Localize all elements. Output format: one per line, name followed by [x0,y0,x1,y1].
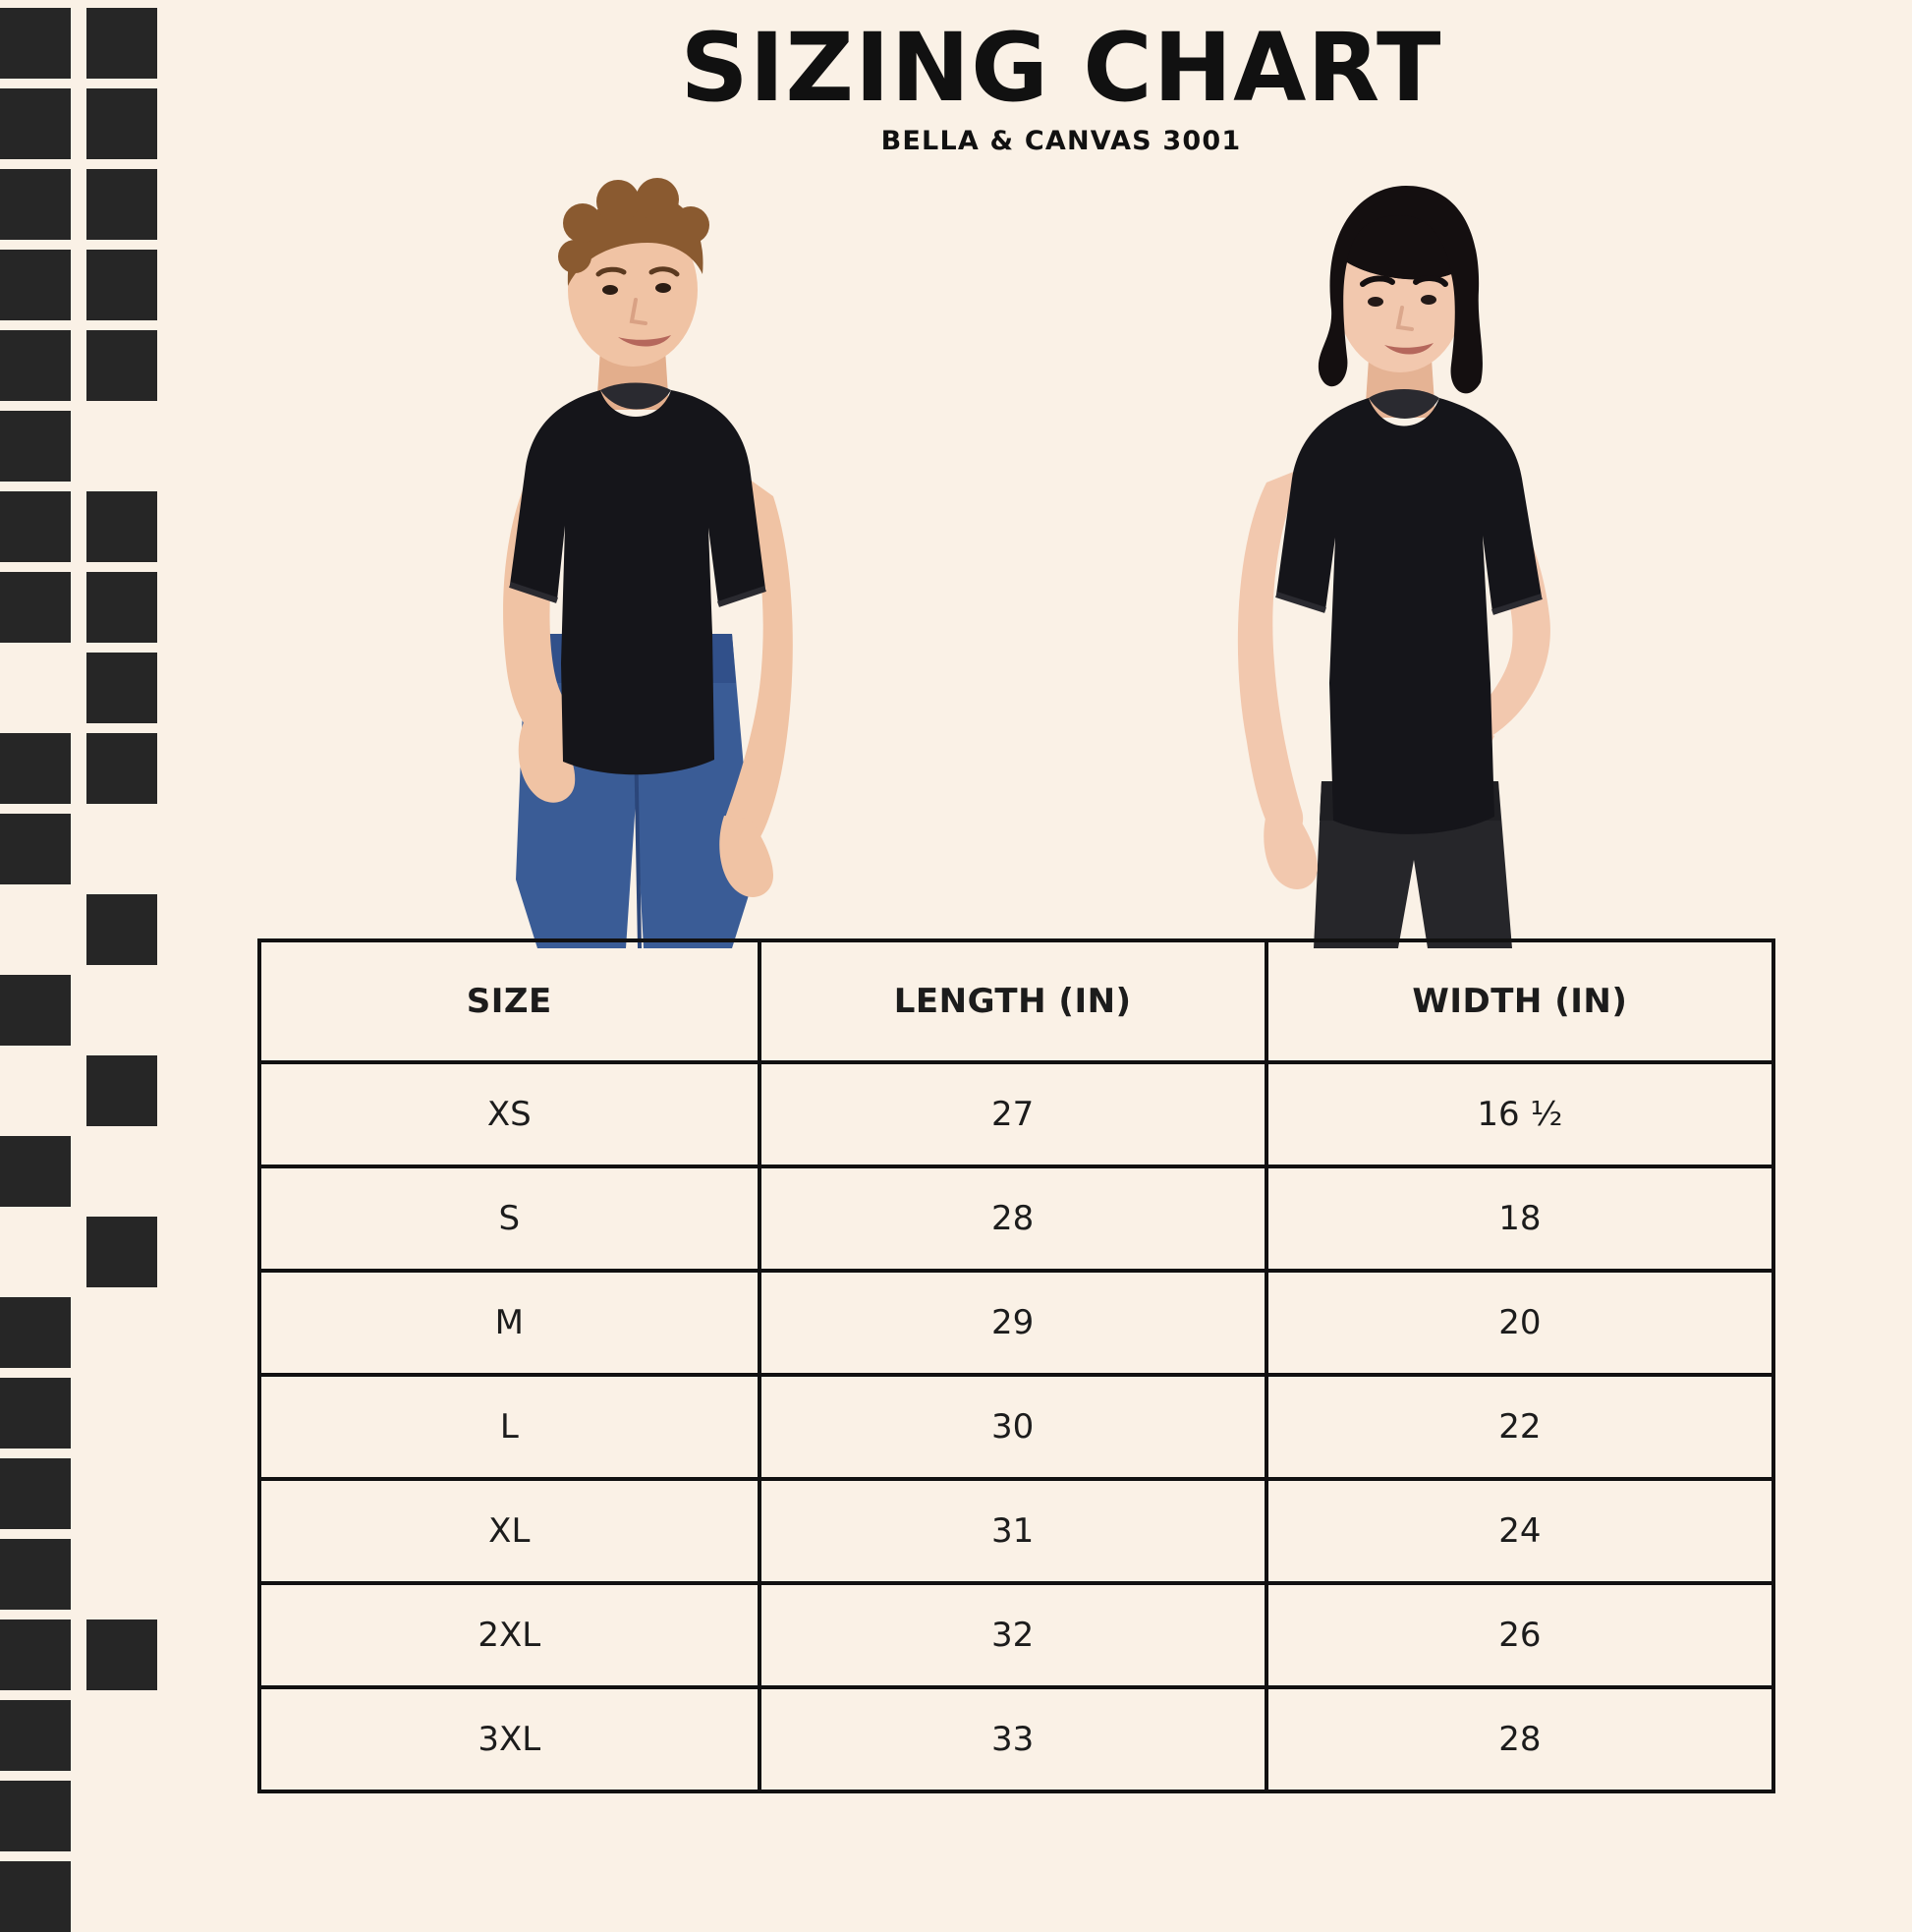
decor-square [86,250,157,320]
decor-square [86,1619,157,1690]
cell-width: 26 [1264,1581,1776,1689]
female-model-black-tshirt [1237,186,1550,948]
decor-square [86,1055,157,1126]
page-title: SIZING CHART [680,13,1442,123]
decor-square [0,330,71,401]
column-header-size: SIZE [257,938,761,1064]
column-header-width: WIDTH (IN) [1264,938,1776,1064]
cell-width: 16 ½ [1264,1060,1776,1168]
cell-size: XS [257,1060,761,1168]
cell-length: 27 [757,1060,1268,1168]
decor-square [0,1378,71,1449]
table-row: 3XL 33 28 [257,1685,1776,1793]
decor-square [86,1217,157,1287]
cell-size: 2XL [257,1581,761,1689]
male-model-black-tshirt [503,178,793,948]
cell-length: 32 [757,1581,1268,1689]
decor-square [0,1539,71,1610]
decor-square [0,975,71,1046]
cell-size: 3XL [257,1685,761,1793]
cell-size: M [257,1269,761,1377]
decor-square [86,8,157,79]
decor-square [86,733,157,804]
cell-length: 30 [757,1373,1268,1481]
decor-square [0,491,71,562]
decor-square [0,1700,71,1771]
table-row: L 30 22 [257,1373,1776,1481]
table-row: XL 31 24 [257,1477,1776,1585]
decor-square [86,88,157,159]
table-row: S 28 18 [257,1165,1776,1273]
decor-square [86,572,157,643]
cell-size: XL [257,1477,761,1585]
decor-square [86,653,157,723]
decor-square [0,572,71,643]
table-row: M 29 20 [257,1269,1776,1377]
decor-square [86,330,157,401]
decor-square [0,169,71,240]
header: SIZING CHART BELLA & CANVAS 3001 [255,13,1867,156]
table-header-row: SIZE LENGTH (IN) WIDTH (IN) [257,938,1776,1064]
decor-square [86,491,157,562]
cell-size: S [257,1165,761,1273]
cell-width: 18 [1264,1165,1776,1273]
decor-square [0,1297,71,1368]
cell-length: 33 [757,1685,1268,1793]
cell-width: 22 [1264,1373,1776,1481]
decor-square [0,250,71,320]
decor-square [0,1861,71,1932]
decor-square [0,88,71,159]
sizing-table: SIZE LENGTH (IN) WIDTH (IN) XS 27 16 ½ S… [257,938,1776,1793]
decor-square [0,1458,71,1529]
table-row: XS 27 16 ½ [257,1060,1776,1168]
decor-square [0,8,71,79]
decor-square [0,1619,71,1690]
cell-width: 20 [1264,1269,1776,1377]
cell-length: 29 [757,1269,1268,1377]
cell-width: 28 [1264,1685,1776,1793]
table-row: 2XL 32 26 [257,1581,1776,1689]
decor-square [0,1136,71,1207]
model-photos [251,172,1675,948]
page-subtitle: BELLA & CANVAS 3001 [880,125,1242,156]
decor-square [0,733,71,804]
decor-square [0,1781,71,1851]
cell-size: L [257,1373,761,1481]
cell-length: 28 [757,1165,1268,1273]
checkerboard-strip [0,0,197,1932]
column-header-length: LENGTH (IN) [757,938,1268,1064]
decor-square [86,169,157,240]
decor-square [0,814,71,884]
cell-width: 24 [1264,1477,1776,1585]
decor-square [86,894,157,965]
cell-length: 31 [757,1477,1268,1585]
decor-square [0,411,71,482]
